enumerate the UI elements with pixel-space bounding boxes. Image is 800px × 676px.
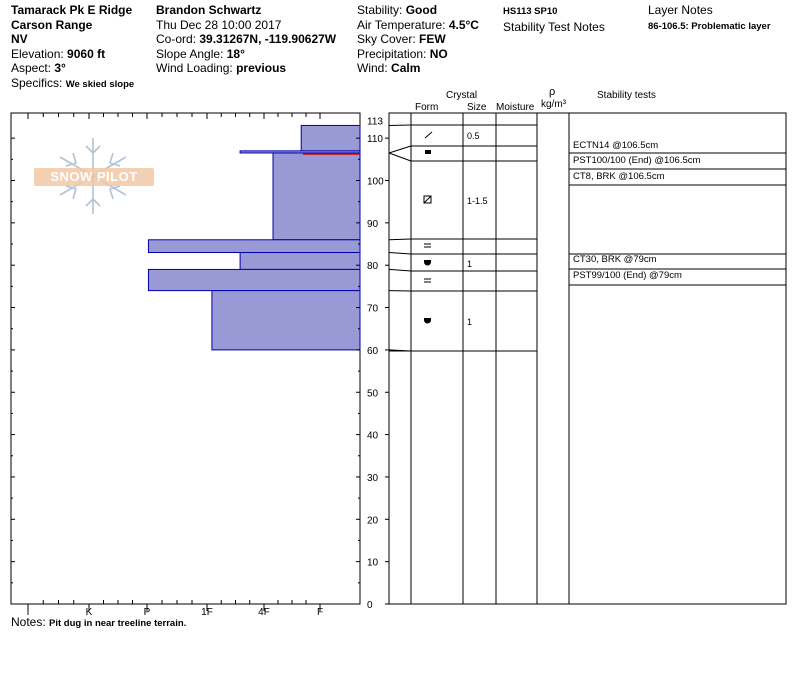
depth-hoar-icon: [424, 318, 431, 324]
rounding-facets-icon: [424, 243, 431, 248]
notes-label: Notes:: [11, 615, 46, 629]
height-tick-label: 10: [367, 558, 379, 569]
layer-bar: [239, 251, 361, 270]
notes-text: Pit dug in near treeline terrain.: [49, 618, 187, 629]
layer-bar: [211, 290, 361, 351]
stability: Stability: Good: [357, 3, 438, 17]
column-header-stability-tests: Stability tests: [597, 90, 656, 101]
height-tick-label: 113: [367, 116, 383, 127]
column-header-crystal: Crystal: [446, 90, 477, 101]
notes: Notes: Pit dug in near treeline terrain.: [11, 615, 186, 629]
header-site: Tamarack Pk E Ridge Carson Range NV Elev…: [11, 3, 134, 92]
stability-test: ECTN14 @106.5cm: [573, 140, 658, 151]
coordinates: Co-ord: 39.31267N, -119.90627W: [156, 32, 337, 46]
layer-bar: [147, 239, 361, 253]
stability-test: PST100/100 (End) @106.5cm: [573, 155, 700, 166]
stability-test: CT30, BRK @79cm: [573, 254, 657, 265]
height-tick-label: 90: [367, 219, 379, 230]
facet-box-icon: [423, 195, 432, 204]
header-hs: HS113 SP10 Stability Test Notes: [503, 3, 605, 34]
elevation: Elevation: 9060 ft: [11, 46, 106, 61]
layer-notes-title: Layer Notes: [648, 3, 713, 17]
hardness-frame: [10, 112, 361, 605]
header-conditions: Stability: Good Air Temperature: 4.5°C S…: [357, 3, 479, 76]
connector-line: [388, 152, 412, 162]
crystal-size: 1: [467, 259, 472, 269]
height-axis: 0 10 20 30 40 50 60 70 80 90 100 110 113: [367, 116, 389, 611]
hardness-tick-label: P: [144, 607, 151, 618]
wind: Wind: Calm: [357, 61, 421, 75]
rounding-facets-icon: [424, 278, 431, 283]
hardness-tick-label: F: [317, 607, 323, 618]
sky-cover: Sky Cover: FEW: [357, 32, 446, 46]
stability-notes-title: Stability Test Notes: [503, 19, 605, 34]
depth-hoar-icon: [424, 260, 431, 266]
crystal-size: 1-1.5: [467, 196, 488, 206]
layer-bar: [147, 268, 361, 292]
depth-hoar-icon: [424, 318, 431, 324]
height-tick-label: 40: [367, 431, 379, 442]
stability-test: PST99/100 (End) @79cm: [573, 270, 682, 281]
layer-bar: [300, 124, 361, 154]
layer-note: 86-106.5: Problematic layer: [648, 20, 771, 32]
surface-hoar-icon: [425, 150, 431, 154]
height-tick-label: 20: [367, 515, 379, 526]
connector-line: [388, 268, 412, 272]
height-tick-label: 50: [367, 388, 379, 399]
air-temperature: Air Temperature: 4.5°C: [357, 17, 479, 32]
hardness-tick-label: I: [27, 607, 30, 618]
hs-sp: HS113 SP10: [503, 6, 558, 17]
hardness-tick-label: 1F: [201, 607, 213, 618]
table-rows: [388, 124, 537, 352]
precip-particles-icon: [424, 131, 433, 139]
stability-test: CT8, BRK @106.5cm: [573, 171, 665, 182]
aspect: Aspect: 3°: [11, 61, 66, 75]
connector-line: [388, 238, 412, 241]
crystal-size: 0.5: [467, 131, 480, 141]
height-tick-label: 80: [367, 261, 379, 272]
site-state: NV: [11, 32, 28, 46]
facet-slash-icon: [423, 195, 432, 204]
hardness-tick-label: 4F: [258, 607, 270, 618]
crystal-size: 1: [467, 317, 472, 327]
slope-angle: Slope Angle: 18°: [156, 46, 245, 61]
height-tick-label: 60: [367, 346, 379, 357]
datetime: Thu Dec 28 10:00 2017: [156, 17, 282, 32]
wind-loading: Wind Loading: previous: [156, 61, 287, 75]
crystal-rows: 0.5 1-1.5 1 1: [423, 131, 488, 327]
connector-line: [388, 251, 412, 255]
specifics: Specifics: We skied slope: [11, 75, 135, 90]
stability-test-rows: ECTN14 @106.5cm PST100/100 (End) @106.5cm…: [569, 140, 786, 286]
column-header-rho: ρ: [549, 86, 555, 98]
left-height-ticks: [11, 137, 360, 605]
layer-bar: [272, 152, 361, 241]
hardness-tick-label: K: [86, 607, 93, 618]
column-header-moisture: Moisture: [496, 102, 535, 113]
precip-particles-icon: [424, 131, 433, 139]
height-tick-label: 30: [367, 473, 379, 484]
depth-hoar-icon: [424, 260, 431, 266]
profile-table: [388, 112, 787, 605]
height-tick-label: 0: [367, 600, 373, 611]
column-header-form: Form: [415, 102, 438, 113]
site-range: Carson Range: [11, 17, 93, 32]
precipitation: Precipitation: NO: [357, 46, 448, 61]
faceted-rounded-icon: [423, 195, 432, 204]
snowpilot-logo: SNOW PILOT: [34, 168, 154, 186]
height-tick-label: 100: [367, 177, 384, 188]
header-layer-notes: Layer Notes 86-106.5: Problematic layer: [648, 3, 771, 34]
site-location: Tamarack Pk E Ridge: [11, 3, 133, 17]
header-observer: Brandon Schwartz Thu Dec 28 10:00 2017 C…: [156, 3, 336, 76]
surface-hoar-icon: [425, 150, 431, 154]
connector-line: [388, 145, 412, 154]
height-tick-label: 70: [367, 304, 379, 315]
column-header-size: Size: [467, 102, 487, 113]
height-tick-label: 110: [367, 134, 383, 145]
column-header-density-unit: kg/m³: [541, 99, 567, 110]
hardness-axis: I K P 1F 4F F: [27, 113, 323, 618]
layer-bars: [147, 124, 361, 351]
observer: Brandon Schwartz: [156, 3, 262, 17]
